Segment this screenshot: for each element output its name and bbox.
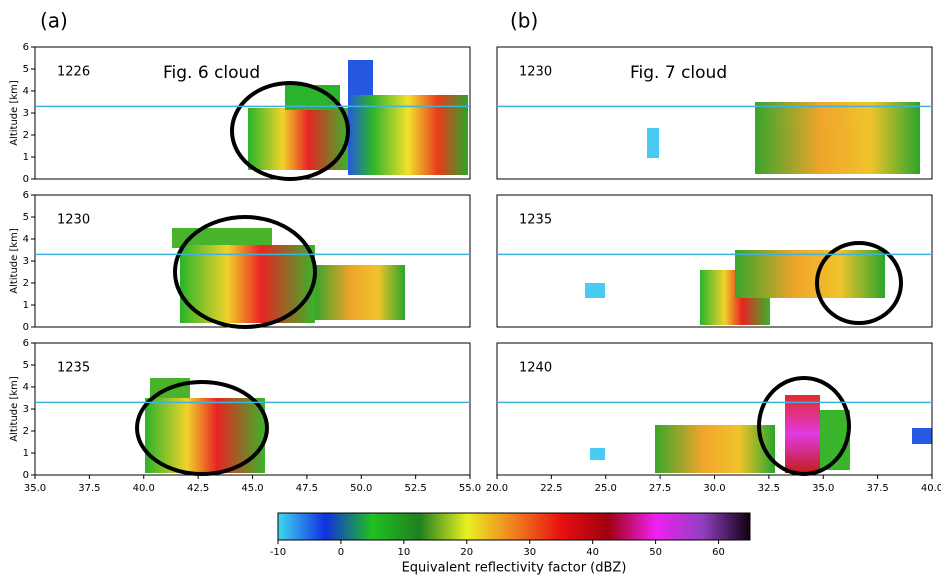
time-label: 1235 [519, 213, 552, 228]
x-tick-label: 50.0 [350, 483, 372, 494]
y-tick-label: 5 [23, 64, 29, 75]
figure: (a) (b) 0123456Altitude [km]1226Fig. 6 c… [0, 0, 941, 576]
echo [647, 128, 659, 158]
y-tick-label: 0 [23, 470, 29, 481]
colorbar-tick-label: 10 [397, 547, 410, 558]
x-tick-label: 35.0 [24, 483, 46, 494]
y-tick-label: 3 [23, 108, 29, 119]
colorbar-tick-label: 0 [338, 547, 344, 558]
x-tick-label: 27.5 [649, 483, 671, 494]
colorbar-tick-label: 60 [712, 547, 725, 558]
colorbar-tick-label: -10 [270, 547, 286, 558]
x-tick-label: 40.0 [921, 483, 941, 494]
x-tick-label: 55.0 [459, 483, 481, 494]
echo [912, 428, 932, 444]
page: {"panel_labels": ["(a)", "(b)"], "chart_… [0, 0, 941, 576]
y-tick-label: 5 [23, 212, 29, 223]
y-tick-label: 4 [23, 86, 29, 97]
time-label: 1226 [57, 65, 90, 80]
y-tick-label: 3 [23, 404, 29, 415]
y-tick-label: 2 [23, 426, 29, 437]
x-tick-label: 42.5 [187, 483, 209, 494]
panel-label: (b) [510, 9, 538, 33]
y-tick-label: 6 [23, 190, 29, 201]
y-tick-label: 1 [23, 300, 29, 311]
y-tick-label: 3 [23, 256, 29, 267]
y-axis-label: Altitude [km] [9, 80, 20, 146]
x-tick-label: 25.0 [595, 483, 617, 494]
colorbar-label: Equivalent reflectivity factor (dBZ) [402, 561, 627, 576]
echo [315, 265, 405, 320]
echo [590, 448, 605, 460]
annotation: Fig. 6 cloud [163, 63, 260, 83]
x-tick-label: 40.0 [133, 483, 155, 494]
y-tick-label: 6 [23, 338, 29, 349]
colorbar-tick-label: 30 [523, 547, 536, 558]
echo [585, 283, 605, 298]
y-tick-label: 4 [23, 234, 29, 245]
colorbar-tick-label: 40 [586, 547, 599, 558]
time-label: 1230 [57, 213, 90, 228]
y-tick-label: 0 [23, 174, 29, 185]
x-tick-label: 37.5 [866, 483, 888, 494]
time-label: 1230 [519, 65, 552, 80]
x-tick-label: 20.0 [486, 483, 508, 494]
x-tick-label: 52.5 [404, 483, 426, 494]
x-tick-label: 45.0 [241, 483, 263, 494]
y-axis-label: Altitude [km] [9, 376, 20, 442]
y-axis-label: Altitude [km] [9, 228, 20, 294]
colorbar-tick-label: 20 [460, 547, 473, 558]
panel-label: (a) [40, 9, 68, 33]
x-tick-label: 37.5 [78, 483, 100, 494]
y-tick-label: 2 [23, 278, 29, 289]
time-label: 1235 [57, 361, 90, 376]
x-tick-label: 47.5 [296, 483, 318, 494]
y-tick-label: 1 [23, 152, 29, 163]
echo [735, 250, 885, 298]
y-tick-label: 6 [23, 42, 29, 53]
time-label: 1240 [519, 361, 552, 376]
x-tick-label: 35.0 [812, 483, 834, 494]
x-tick-label: 22.5 [540, 483, 562, 494]
y-tick-label: 1 [23, 448, 29, 459]
y-tick-label: 0 [23, 322, 29, 333]
annotation: Fig. 7 cloud [630, 63, 727, 83]
x-tick-label: 32.5 [758, 483, 780, 494]
colorbar-tick-label: 50 [649, 547, 662, 558]
echo [785, 395, 820, 473]
y-tick-label: 2 [23, 130, 29, 141]
x-tick-label: 30.0 [703, 483, 725, 494]
echo [755, 102, 920, 174]
y-tick-label: 4 [23, 382, 29, 393]
y-tick-label: 5 [23, 360, 29, 371]
echo [655, 425, 775, 473]
colorbar [278, 513, 750, 540]
